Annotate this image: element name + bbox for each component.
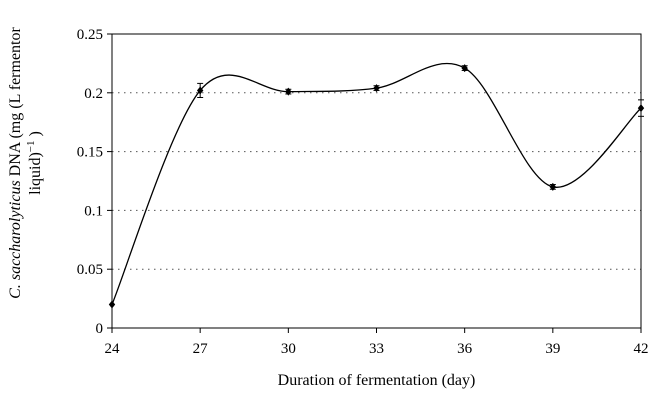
x-tick-label-0: 24 — [105, 341, 121, 357]
grid-layer — [112, 33, 641, 270]
data-point-2 — [285, 87, 292, 96]
data-point-1 — [196, 86, 204, 95]
x-tick-label-4: 36 — [457, 341, 473, 357]
x-tick-label-5: 39 — [545, 341, 560, 357]
series-layer — [108, 62, 645, 309]
data-point-5 — [549, 182, 557, 191]
series-line-0 — [111, 62, 642, 305]
y-tick-label-0: 0 — [96, 321, 104, 337]
data-point-3 — [373, 84, 380, 93]
x-tick-label-2: 30 — [281, 341, 296, 357]
x-tick-label-6: 42 — [634, 341, 649, 357]
y-axis-title-line2: liquid)−1 ) — [25, 131, 44, 195]
x-axis-title: Duration of fermentation (day) — [278, 372, 476, 389]
y-axis-title-unit: DNA (mg (L fermentor — [7, 27, 24, 181]
y-axis-title-species: C. saccharolyticus — [7, 180, 24, 299]
y-axis-title-line1: C. saccharolyticus DNA (mg (L fermentor — [7, 27, 24, 299]
data-point-0 — [108, 300, 116, 309]
y-axis-title-superscript: −1 — [25, 140, 37, 152]
y-axis-title-line2-text: liquid) — [27, 152, 44, 195]
y-tick-label-4: 0.2 — [84, 86, 103, 102]
y-tick-label-5: 0.25 — [77, 27, 103, 43]
data-point-6 — [637, 104, 645, 113]
plot-frame — [111, 33, 642, 329]
y-tick-label-3: 0.15 — [77, 145, 103, 161]
axis-layer — [107, 33, 642, 333]
x-tick-label-3: 33 — [369, 341, 384, 357]
x-tick-label-1: 27 — [193, 341, 209, 357]
data-point-4 — [461, 64, 468, 73]
label-layer: 0 0.05 0.1 0.15 0.2 0.25 24 27 30 33 36 39 42 Duratio… — [7, 27, 649, 389]
y-axis-title-line2-end: ) — [27, 131, 44, 140]
y-tick-label-2: 0.1 — [84, 203, 103, 219]
y-tick-label-1: 0.05 — [77, 262, 103, 278]
